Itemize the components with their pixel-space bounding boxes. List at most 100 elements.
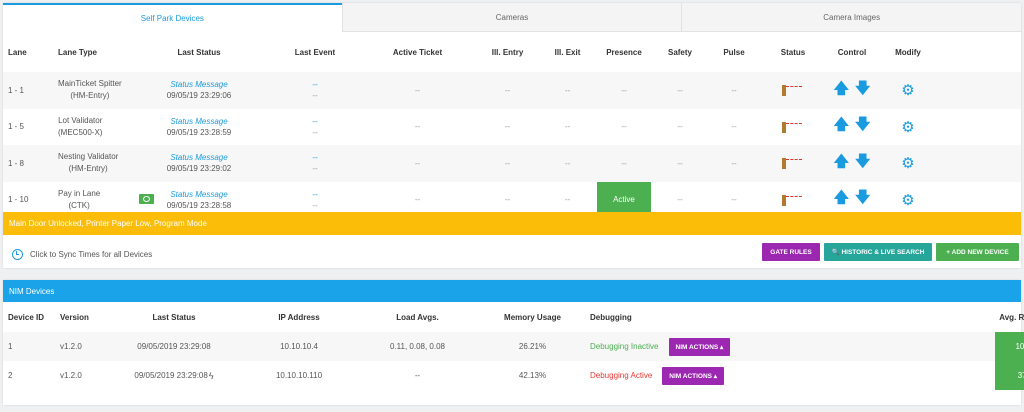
last-status: Status Message 09/05/19 23:29:06 [166, 80, 232, 101]
col-ill-exit: Ill. Exit [554, 47, 581, 57]
last-status: 09/05/2019 23:29:08 [137, 342, 211, 351]
arrow-up-icon[interactable]: 🡅 [833, 79, 849, 97]
control: 🡅 🡇 [825, 145, 879, 182]
add-new-device-button[interactable]: + ADD NEW DEVICE [936, 243, 1019, 261]
ip-address: 10.10.10.110 [275, 371, 323, 380]
arrow-up-icon[interactable]: 🡅 [833, 189, 849, 207]
col-debugging: Debugging [590, 312, 632, 322]
control: 🡅 🡇 [825, 182, 879, 219]
last-event: -- -- [312, 153, 318, 174]
load-avgs: 0.11, 0.08, 0.08 [389, 342, 445, 351]
debugging-status: Debugging Inactive [590, 342, 659, 351]
col-last-status: Last Status [152, 312, 196, 322]
tab-self-park-devices[interactable]: Self Park Devices [3, 3, 342, 32]
lane-table-header: Lane Lane Type Last Status Last Event Ac… [3, 32, 1021, 72]
arrow-down-icon[interactable]: 🡇 [855, 189, 871, 207]
nim-row: 1 v1.2.0 09/05/2019 23:29:08 10.10.10.4 … [3, 332, 1024, 361]
ill-entry: -- [504, 158, 511, 168]
lane-type: Pay in Lane (CTK) [53, 182, 154, 219]
ill-exit: -- [564, 122, 571, 132]
gate-icon [782, 156, 804, 170]
sync-times-link[interactable]: Click to Sync Times for all Devices [12, 249, 152, 260]
last-status: Status Message 09/05/19 23:29:02 [166, 153, 232, 174]
col-active-ticket: Active Ticket [392, 47, 443, 57]
nim-actions-button[interactable]: NIM ACTIONS ▴ [662, 366, 725, 385]
device-id: 2 [8, 371, 13, 380]
col-status: Status [780, 47, 806, 57]
gear-icon[interactable]: ⚙ [901, 118, 915, 136]
tab-cameras[interactable]: Cameras [341, 3, 682, 32]
ill-entry: -- [504, 85, 511, 95]
presence: -- [621, 122, 627, 132]
nim-devices-panel: NIM Devices Device ID Version Last Statu… [3, 280, 1024, 405]
modify: ⚙ [879, 182, 937, 219]
lightning-icon: ϟ [208, 370, 214, 381]
alert-bar: Main Door Unlocked, Printer Paper Low, P… [3, 212, 1021, 235]
nim-actions-button[interactable]: NIM ACTIONS ▴ [668, 337, 731, 356]
active-ticket: -- [414, 195, 421, 205]
pulse: -- [731, 195, 737, 205]
last-event: -- -- [312, 189, 318, 210]
last-status: Status Message 09/05/19 23:28:58 [166, 189, 232, 210]
col-lane: Lane [8, 47, 27, 57]
historic-live-search-button[interactable]: 🔍 HISTORIC & LIVE SEARCH [824, 243, 932, 261]
safety: -- [677, 195, 683, 205]
debugging: Debugging Inactive NIM ACTIONS ▴ [585, 332, 995, 361]
active-ticket: -- [414, 85, 421, 95]
lane-row: 1 - 10 Pay in Lane (CTK) Status Message 09… [3, 181, 1021, 219]
gate-status [761, 182, 825, 219]
gate-status [761, 72, 825, 109]
lane-type: Lot Validator (MEC500-X) [58, 115, 103, 137]
gate-status [761, 109, 825, 146]
ill-exit: -- [564, 85, 571, 95]
nim-title: NIM Devices [3, 280, 1021, 302]
arrow-up-icon[interactable]: 🡅 [833, 116, 849, 134]
col-control: Control [837, 47, 867, 57]
tab-camera-images[interactable]: Camera Images [681, 3, 1022, 32]
arrow-down-icon[interactable]: 🡇 [855, 79, 871, 97]
nim-table-header: Device ID Version Last Status IP Address… [3, 302, 1024, 332]
ill-entry: -- [504, 122, 511, 132]
tab-bar: Self Park Devices Cameras Camera Images [3, 3, 1022, 32]
col-load-avgs: Load Avgs. [396, 312, 439, 322]
col-last-status: Last Status [177, 47, 221, 57]
col-pulse: Pulse [723, 47, 745, 57]
presence: Active [597, 181, 651, 218]
gate-status [761, 145, 825, 182]
col-safety: Safety [667, 47, 692, 57]
gear-icon[interactable]: ⚙ [901, 82, 915, 100]
col-last-event: Last Event [294, 47, 336, 57]
debugging-status: Debugging Active [590, 371, 653, 380]
ip-address: 10.10.10.4 [280, 342, 318, 351]
modify: ⚙ [879, 72, 937, 109]
control: 🡅 🡇 [825, 109, 879, 146]
cash-icon [139, 193, 154, 204]
modify: ⚙ [879, 109, 937, 146]
active-ticket: -- [414, 122, 421, 132]
lane-type: MainTicket Spitter (HM-Entry) [58, 79, 122, 101]
modify: ⚙ [879, 145, 937, 182]
lane-row: 1 - 5 Lot Validator (MEC500-X) Status Mes… [3, 109, 1021, 146]
gear-icon[interactable]: ⚙ [901, 155, 915, 173]
gear-icon[interactable]: ⚙ [901, 191, 915, 209]
ill-exit: -- [564, 195, 571, 205]
debugging: Debugging Active NIM ACTIONS ▴ [585, 361, 995, 390]
col-modify: Modify [895, 47, 921, 57]
arrow-up-icon[interactable]: 🡅 [833, 152, 849, 170]
last-event: -- -- [312, 116, 318, 137]
lane-id: 1 - 1 [8, 85, 25, 95]
safety: -- [677, 122, 683, 132]
control: 🡅 🡇 [825, 72, 879, 109]
last-event: -- -- [312, 80, 318, 101]
gate-icon [782, 83, 804, 97]
last-status: 09/05/2019 23:29:08 ϟ [134, 370, 214, 381]
pulse: -- [731, 85, 737, 95]
col-version: Version [60, 312, 89, 322]
arrow-down-icon[interactable]: 🡇 [855, 152, 871, 170]
presence: -- [621, 85, 627, 95]
pulse: -- [731, 122, 737, 132]
memory-usage: 26.21% [518, 342, 547, 351]
gate-rules-button[interactable]: GATE RULES [762, 243, 820, 261]
lane-id: 1 - 5 [8, 122, 25, 132]
arrow-down-icon[interactable]: 🡇 [855, 116, 871, 134]
